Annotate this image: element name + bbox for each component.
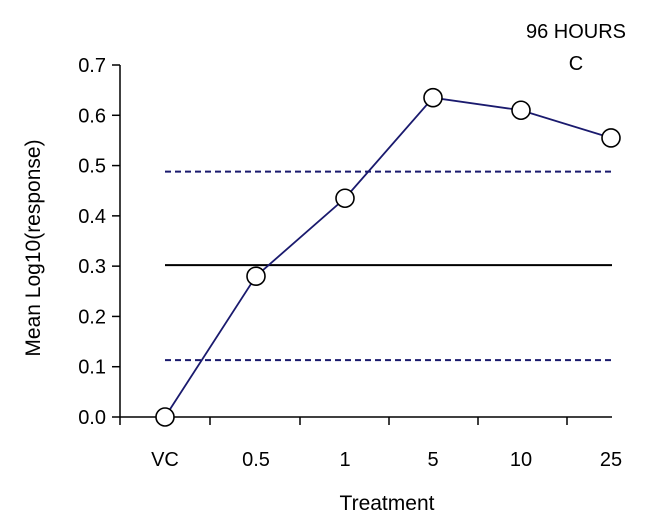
x-tick-label: 10 [510,449,532,471]
data-point [246,266,266,287]
x-tick-label: VC [151,449,179,471]
data-point [601,128,621,148]
y-tick-label: 0.7 [78,55,106,77]
x-tick-label: 1 [339,449,350,471]
y-tick-label: 0.1 [78,357,106,379]
x-tick-label: 25 [600,449,622,471]
data-point [155,407,175,427]
data-point [335,188,355,209]
y-tick-label: 0.3 [78,256,106,278]
y-tick-label: 0.4 [78,206,106,228]
data-point [423,87,443,108]
x-axis-label: Treatment [340,492,435,515]
x-tick-label: 5 [427,449,438,471]
x-tick-label: 0.5 [242,449,270,471]
y-tick-label: 0.2 [78,306,106,328]
y-tick-label: 0.5 [78,156,106,178]
chart-subtitle: C [569,53,583,75]
data-point [511,100,531,121]
chart-title: 96 HOURS [526,21,626,43]
y-tick-label: 0.0 [78,407,106,429]
y-axis-label: Mean Log10(response) [22,139,45,356]
y-tick-label: 0.6 [78,105,106,127]
series-line [164,96,612,418]
plot-area: 0.0 0.1 0.2 0.3 0.4 0.5 0.6 0.7 VC 0.5 1 5 10 25 [78,55,622,471]
